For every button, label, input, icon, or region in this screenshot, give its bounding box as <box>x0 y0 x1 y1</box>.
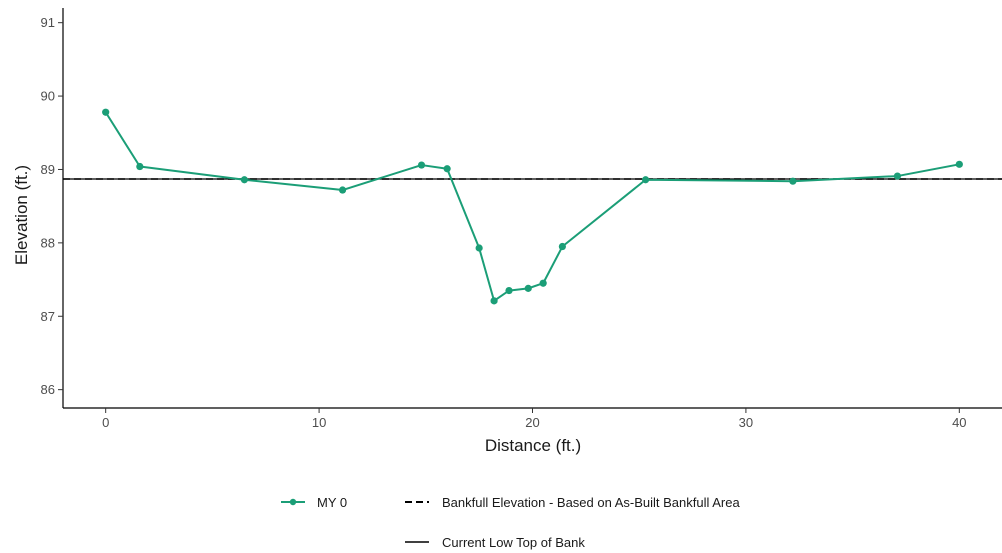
data-point <box>338 186 347 194</box>
data-point <box>490 297 498 305</box>
data-point <box>505 286 513 295</box>
data-point <box>955 160 963 168</box>
data-point <box>558 242 566 251</box>
data-point <box>443 165 451 173</box>
data-point <box>893 172 902 180</box>
legend-label-low-top-of-bank: Current Low Top of Bank <box>442 535 585 550</box>
legend: MY 0 Bankfull Elevation - Based on As-Bu… <box>281 495 740 550</box>
x-tick-label: 10 <box>312 415 326 430</box>
legend-key-my0-marker <box>289 498 297 506</box>
data-point <box>789 177 797 185</box>
y-tick-label: 89 <box>41 162 55 177</box>
data-point <box>642 176 650 184</box>
x-tick-label: 30 <box>739 415 753 430</box>
y-tick-label: 86 <box>41 382 55 397</box>
data-point <box>524 284 532 292</box>
legend-item-bankfull: Bankfull Elevation - Based on As-Built B… <box>405 495 740 510</box>
plot-area <box>63 108 1002 305</box>
y-axis-title: Elevation (ft.) <box>12 165 31 265</box>
data-point <box>417 161 426 169</box>
x-tick-label: 0 <box>102 415 109 430</box>
legend-label-bankfull: Bankfull Elevation - Based on As-Built B… <box>442 495 740 510</box>
series-line-0 <box>104 111 960 302</box>
data-point <box>102 108 110 116</box>
y-tick-label: 90 <box>41 89 55 104</box>
data-point <box>475 244 483 252</box>
legend-label-my0: MY 0 <box>317 495 347 510</box>
data-point <box>136 162 144 171</box>
x-tick-label: 40 <box>952 415 966 430</box>
y-tick-label: 88 <box>41 235 55 250</box>
legend-item-my0: MY 0 <box>281 495 347 510</box>
data-point <box>539 279 547 287</box>
y-tick-label: 87 <box>41 309 55 324</box>
x-axis-title: Distance (ft.) <box>485 436 581 455</box>
x-tick-label: 20 <box>525 415 539 430</box>
legend-item-low-top-of-bank: Current Low Top of Bank <box>405 535 585 550</box>
data-point <box>240 176 248 184</box>
y-tick-label: 91 <box>41 15 55 30</box>
axes: 0 10 20 30 40 86 87 88 89 90 91 <box>41 8 1002 430</box>
